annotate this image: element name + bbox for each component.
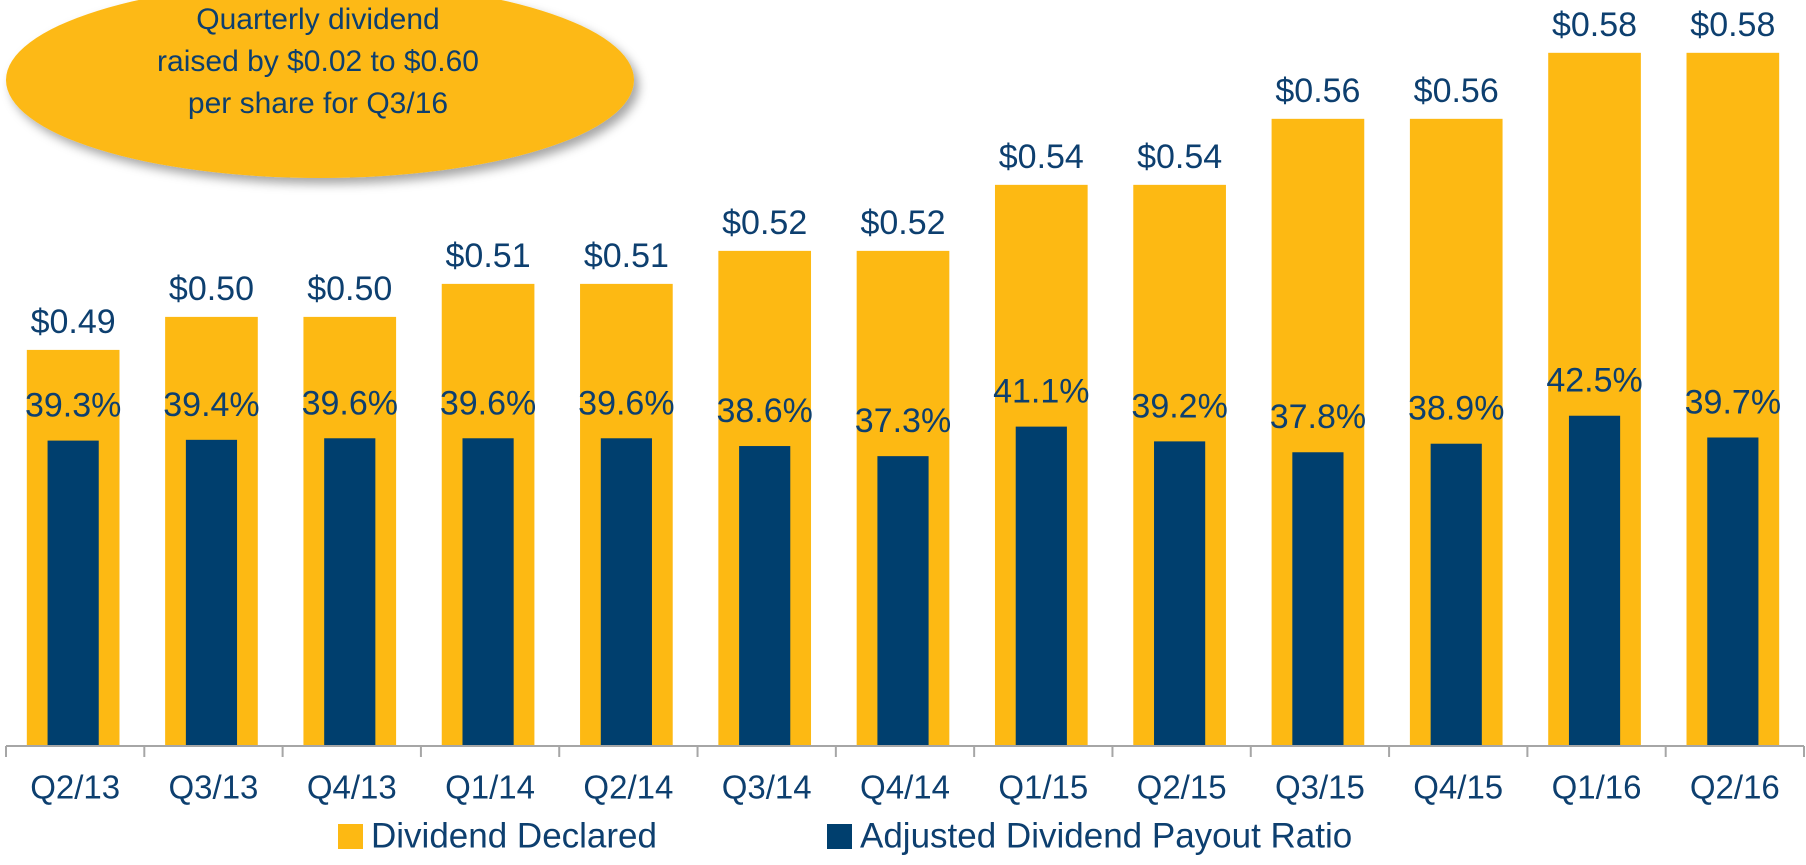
x-tick-label: Q3/14 bbox=[722, 769, 812, 806]
bar bbox=[1154, 441, 1206, 746]
legend-label: Dividend Declared bbox=[371, 816, 657, 855]
bar bbox=[1015, 426, 1067, 746]
x-tick-label: Q2/16 bbox=[1690, 769, 1780, 806]
plot-area: $0.49 $0.50 $0.50 $0.51 $0.51 $0.52 $0.52 $0.54… bbox=[5, 6, 1805, 806]
data-label: 42.5% bbox=[1546, 362, 1642, 400]
data-label: $0.52 bbox=[722, 204, 807, 242]
legend: Dividend Declared Adjusted Dividend Payou… bbox=[338, 816, 1352, 855]
data-label: 38.9% bbox=[1408, 390, 1504, 428]
x-tick-label: Q4/13 bbox=[307, 769, 397, 806]
data-label: 41.1% bbox=[993, 373, 1089, 411]
data-label: 39.2% bbox=[1131, 387, 1227, 425]
data-label: 39.7% bbox=[1685, 383, 1781, 421]
data-label: $0.51 bbox=[446, 237, 531, 275]
x-tick-label: Q1/16 bbox=[1552, 769, 1642, 806]
bar bbox=[1430, 443, 1482, 746]
annotation-bubble bbox=[6, 0, 634, 178]
legend-swatch bbox=[338, 824, 363, 849]
legend-label: Adjusted Dividend Payout Ratio bbox=[860, 816, 1352, 855]
annotation: Quarterly dividend raised by $0.02 to $0.… bbox=[157, 3, 479, 120]
bar bbox=[1292, 452, 1344, 746]
data-label: $0.51 bbox=[584, 237, 669, 275]
x-tick-label: Q2/13 bbox=[30, 769, 120, 806]
x-tick-label: Q4/14 bbox=[860, 769, 950, 806]
legend-swatch bbox=[827, 824, 852, 849]
data-label: 38.6% bbox=[716, 392, 812, 430]
x-tick-label: Q3/13 bbox=[169, 769, 259, 806]
bar bbox=[185, 439, 238, 746]
annotation-line: raised by $0.02 to $0.60 bbox=[157, 45, 479, 78]
bar bbox=[1568, 415, 1621, 746]
data-label: $0.50 bbox=[169, 270, 254, 308]
data-label: 39.6% bbox=[578, 384, 674, 422]
data-label: 37.8% bbox=[1270, 398, 1366, 436]
bar bbox=[739, 446, 791, 746]
data-label: 39.6% bbox=[302, 384, 398, 422]
data-label: 39.6% bbox=[440, 384, 536, 422]
x-tick-label: Q2/15 bbox=[1137, 769, 1227, 806]
data-label: $0.52 bbox=[860, 204, 945, 242]
data-label: $0.56 bbox=[1275, 72, 1360, 110]
x-tick-label: Q3/15 bbox=[1275, 769, 1365, 806]
data-label: $0.49 bbox=[31, 303, 116, 341]
data-label: $0.54 bbox=[1137, 138, 1222, 176]
data-label: $0.54 bbox=[999, 138, 1084, 176]
data-label: 37.3% bbox=[855, 402, 951, 440]
x-tick-label: Q1/15 bbox=[998, 769, 1088, 806]
bar bbox=[600, 438, 652, 746]
data-label: $0.56 bbox=[1414, 72, 1499, 110]
data-label: 39.4% bbox=[163, 386, 259, 424]
bar bbox=[462, 438, 514, 746]
x-tick-label: Q4/15 bbox=[1413, 769, 1503, 806]
x-tick-label: Q1/14 bbox=[445, 769, 535, 806]
bar bbox=[47, 440, 99, 746]
annotation-line: per share for Q3/16 bbox=[188, 87, 448, 120]
x-tick-label: Q2/14 bbox=[583, 769, 673, 806]
bar bbox=[324, 438, 376, 746]
data-label: $0.50 bbox=[307, 270, 392, 308]
data-label: 39.3% bbox=[25, 387, 121, 425]
data-label: $0.58 bbox=[1690, 6, 1775, 44]
data-label: $0.58 bbox=[1552, 6, 1637, 44]
bar bbox=[1707, 437, 1759, 746]
bar bbox=[877, 456, 929, 746]
annotation-line: Quarterly dividend bbox=[196, 3, 439, 36]
